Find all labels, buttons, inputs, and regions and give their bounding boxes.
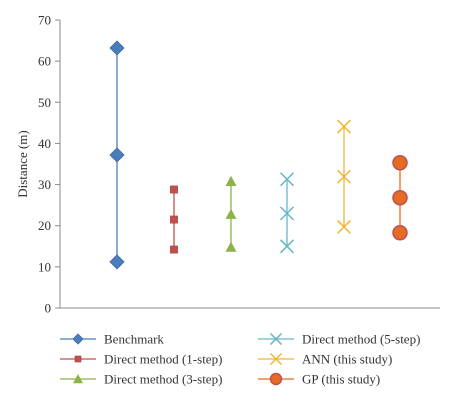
legend-item-6: GP (this study) [258,372,380,387]
series-4-point-2-stroke-b [279,206,295,221]
series-4-point-3-stroke-b [279,172,295,187]
y-tick-label-50: 50 [38,95,51,110]
legend-item-3-marker [73,374,83,384]
series-4-point-2 [279,206,295,221]
series-4 [279,172,295,254]
y-axis-title: Distance (m) [15,130,30,198]
y-tick-label-60: 60 [38,54,51,69]
series-3-point-3 [225,175,237,186]
series-6 [392,155,408,241]
series-5-point-3-stroke-b [336,119,352,134]
series-6-point-2 [392,189,408,206]
legend-item-4-marker-stroke-b [269,332,283,346]
series-2 [170,185,178,254]
series-5-point-2 [336,169,352,184]
y-tick-label-20: 20 [38,218,51,233]
series-2-point-1 [170,245,178,254]
y-tick-label-10: 10 [38,259,51,274]
legend-item-2-label: Direct method (1-step) [104,352,222,367]
series-2-point-3 [170,185,178,194]
y-tick-labels: 0 10 20 30 40 50 60 70 [38,13,60,316]
legend-item-5-marker [269,352,283,366]
y-tick-label-40: 40 [38,136,51,151]
legend-item-5: ANN (this study) [258,352,392,367]
series-4-point-3 [279,172,295,187]
legend-item-2: Direct method (1-step) [60,352,222,367]
legend: Benchmark Direct method (1-step) Direct me… [60,332,420,387]
legend-item-4-label: Direct method (5-step) [302,332,420,347]
legend-item-1-label: Benchmark [104,332,164,347]
series-6-point-1 [392,224,408,241]
legend-item-6-label: GP (this study) [302,372,380,387]
legend-item-5-label: ANN (this study) [302,352,392,367]
legend-item-2-marker [74,355,82,363]
series-3-point-2 [225,208,237,219]
series-5-point-1 [336,219,352,234]
legend-item-1: Benchmark [60,332,164,347]
plot-area [109,40,408,270]
series-3 [225,175,237,252]
legend-item-3-label: Direct method (3-step) [104,372,222,387]
series-1-point-2 [109,147,125,163]
legend-item-4: Direct method (5-step) [258,332,420,347]
series-1-point-3 [109,40,125,56]
legend-item-6-marker [269,372,283,386]
series-1-point-1 [109,254,125,270]
y-tick-label-70: 70 [38,13,51,28]
series-6-point-3 [392,155,408,171]
y-tick-label-30: 30 [38,177,51,192]
series-5 [336,119,352,234]
legend-item-3: Direct method (3-step) [60,372,222,387]
series-4-point-1 [279,239,295,254]
legend-item-4-marker [269,332,283,346]
series-1 [109,40,125,270]
series-3-point-1 [225,241,237,252]
series-2-point-2 [170,215,178,224]
legend-item-5-marker-stroke-b [269,352,283,366]
legend-item-1-marker [72,333,84,345]
series-4-point-1-stroke-b [279,239,295,254]
series-5-point-2-stroke-b [336,169,352,184]
series-5-point-1-stroke-b [336,219,352,234]
series-5-point-3 [336,119,352,134]
y-tick-label-0: 0 [45,301,52,316]
